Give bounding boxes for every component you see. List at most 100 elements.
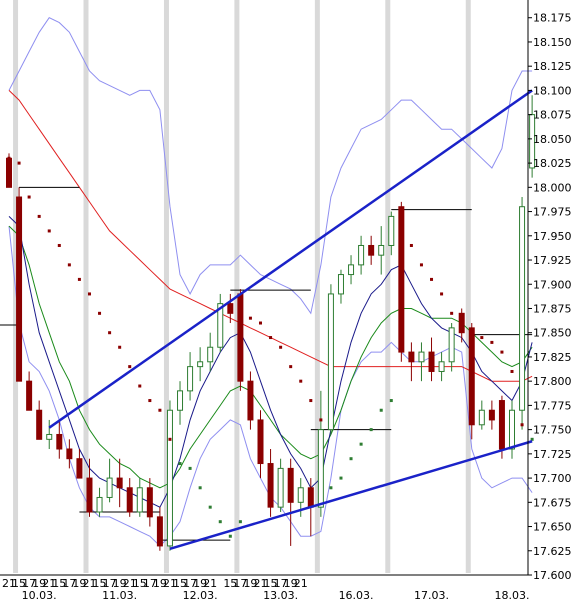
x-date-label: 10.03. (22, 589, 57, 602)
candle (428, 337, 435, 382)
pivot-levels (0, 186, 533, 541)
y-tick-label: 18.050 (533, 133, 572, 146)
sar-dot (47, 229, 51, 233)
candle-body (478, 409, 485, 426)
sar-dot (7, 156, 11, 160)
candle (488, 400, 495, 430)
y-tick-label: 18.100 (533, 84, 572, 97)
candle-body (529, 114, 536, 169)
sar-dot (218, 520, 222, 524)
sar-dot (208, 505, 212, 509)
y-tick-label: 17.825 (533, 351, 572, 364)
y-tick-label: 17.900 (533, 278, 572, 291)
x-hour-label: 17 (233, 577, 247, 590)
sar-dot (440, 292, 444, 296)
x-hour-label: 19 (32, 577, 46, 590)
candle (398, 201, 405, 362)
sar-dot (158, 408, 162, 412)
candle (16, 187, 23, 382)
x-axis: 2115171921151719211517192115171921151719… (0, 574, 530, 602)
candle-body (468, 327, 475, 426)
trendline-1 (169, 440, 533, 551)
session-band-4 (314, 0, 320, 573)
candle (337, 269, 344, 304)
parabolic-sar-dots (7, 156, 534, 538)
candle-body (46, 433, 53, 440)
y-tick-label: 17.775 (533, 399, 572, 412)
x-hour-label: 19 (193, 577, 207, 590)
session-band-2 (163, 0, 169, 573)
sar-dot (520, 423, 524, 427)
candle-body (327, 293, 334, 431)
y-tick-label: 17.650 (533, 521, 572, 534)
candle (388, 211, 395, 256)
sar-dot (138, 384, 142, 388)
candle-body (287, 467, 294, 503)
candle (136, 478, 143, 517)
y-tick-label: 18.075 (533, 109, 572, 122)
candle-body (337, 274, 344, 295)
candle-body (86, 477, 93, 513)
candle (66, 439, 73, 469)
candle-body (438, 361, 445, 372)
candle-body (358, 244, 365, 266)
candle (96, 487, 103, 517)
candle (287, 458, 294, 546)
candle-body (257, 419, 264, 465)
sar-dot (359, 442, 363, 446)
sar-dot (198, 486, 202, 490)
sar-dot (430, 277, 434, 281)
y-axis: 17.600 17.625 17.650 17.675 17.700 17.725 17.7… (527, 0, 572, 582)
candle-body (207, 346, 214, 363)
sar-dot (98, 311, 102, 315)
candle (327, 284, 334, 435)
candle-body (388, 215, 395, 246)
sar-dot (168, 437, 172, 441)
candle-body (509, 409, 515, 450)
x-hour-label: 21 (123, 577, 137, 590)
sar-dot (399, 224, 403, 228)
candle (468, 323, 475, 440)
sar-dot (389, 399, 393, 403)
y-tick-label: 17.850 (533, 327, 572, 340)
sar-dot (67, 263, 71, 267)
x-hour-label: 19 (153, 577, 167, 590)
candle-body (519, 206, 526, 411)
x-hour-label: 19 (243, 577, 257, 590)
candle (448, 323, 455, 372)
sar-dot (57, 243, 61, 247)
y-tick-label: 17.700 (533, 472, 572, 485)
sar-dot (17, 161, 21, 165)
sar-dot (419, 263, 423, 267)
candle (277, 458, 284, 513)
candle-body (488, 409, 495, 421)
candle (378, 226, 385, 275)
candle (86, 458, 93, 517)
sar-dot (299, 379, 303, 383)
x-hour-label: 21 (294, 577, 308, 590)
x-hour-label: 17 (143, 577, 157, 590)
y-tick-label: 18.000 (533, 181, 572, 194)
candle (529, 95, 536, 178)
sar-dot (87, 292, 91, 296)
candle (26, 371, 33, 411)
sar-dot (510, 369, 514, 373)
candle (509, 400, 515, 459)
x-hour-label: 15 (12, 577, 26, 590)
sar-dot (460, 321, 464, 325)
candle (478, 400, 485, 430)
sar-dot (289, 365, 293, 369)
candle-body (16, 196, 23, 382)
sar-dot (108, 331, 112, 335)
candle-body (227, 303, 234, 314)
sar-dot (490, 340, 494, 344)
fast-moving-average-line (8, 216, 533, 508)
candle-body (217, 303, 224, 348)
candle-body (156, 516, 163, 547)
candle-body (267, 463, 274, 508)
x-hour-label: 19 (284, 577, 298, 590)
x-hour-label: 21 (42, 577, 56, 590)
candle-body (348, 264, 355, 276)
candle-body (408, 351, 415, 363)
